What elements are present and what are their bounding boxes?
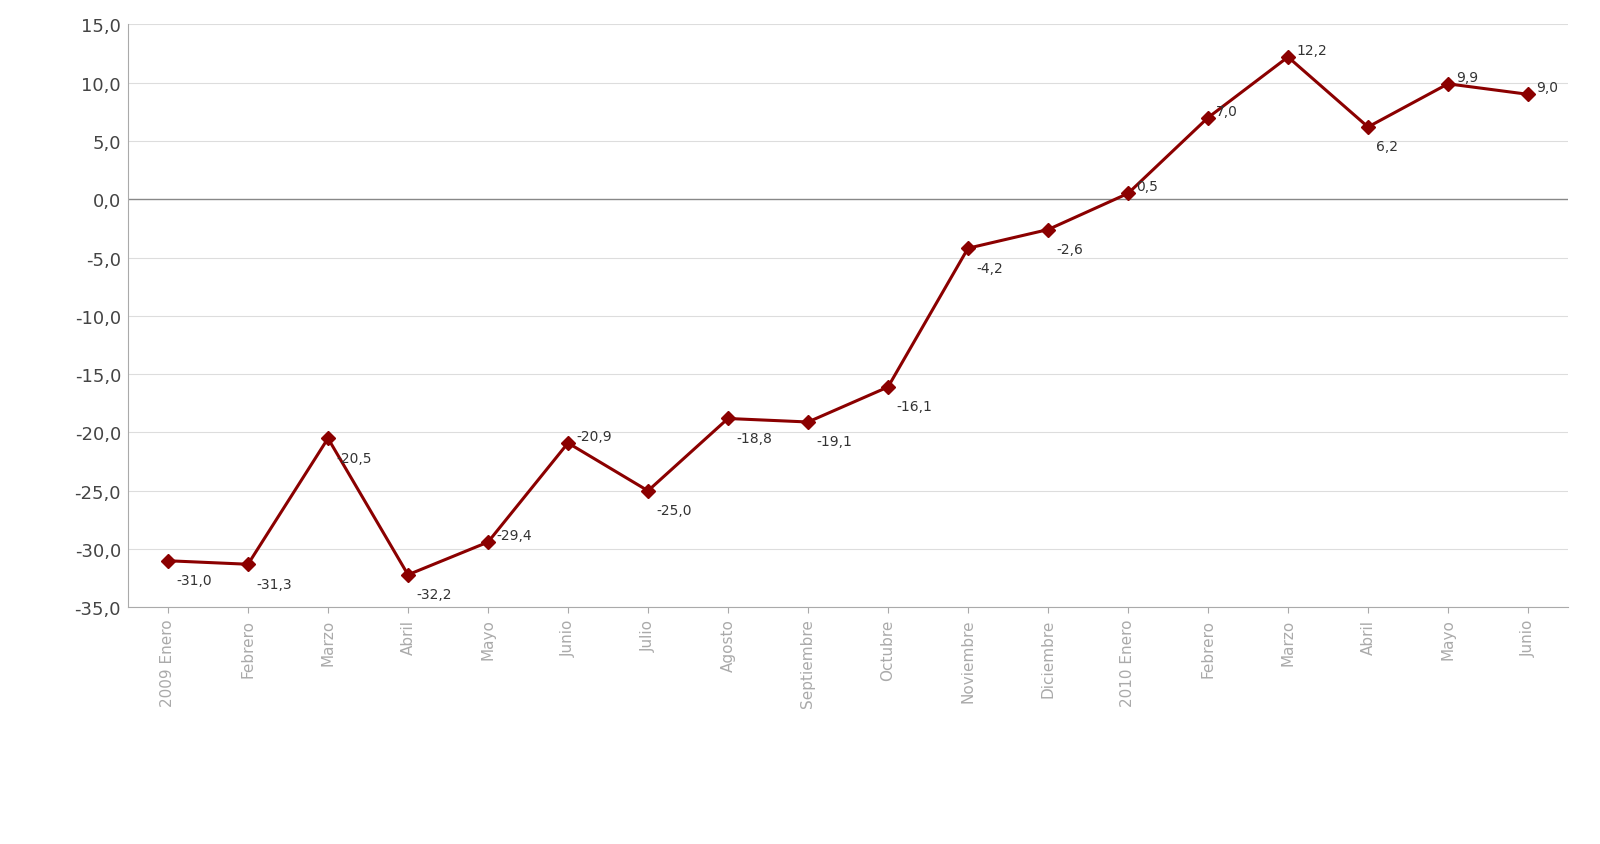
Text: -25,0: -25,0 <box>656 504 691 517</box>
Text: -19,1: -19,1 <box>816 435 853 449</box>
Text: -20,5: -20,5 <box>336 452 371 465</box>
Text: -2,6: -2,6 <box>1056 243 1083 257</box>
Text: -29,4: -29,4 <box>496 528 531 543</box>
Text: -18,8: -18,8 <box>736 431 773 446</box>
Text: -31,0: -31,0 <box>176 574 211 587</box>
Text: 12,2: 12,2 <box>1296 44 1326 58</box>
Text: -16,1: -16,1 <box>896 400 933 414</box>
Text: -31,3: -31,3 <box>256 577 291 591</box>
Text: -32,2: -32,2 <box>416 587 451 602</box>
Text: -20,9: -20,9 <box>576 430 611 443</box>
Text: 9,9: 9,9 <box>1456 71 1478 84</box>
Text: 6,2: 6,2 <box>1376 140 1398 154</box>
Text: 7,0: 7,0 <box>1216 105 1238 118</box>
Text: 9,0: 9,0 <box>1536 81 1558 95</box>
Text: 0,5: 0,5 <box>1136 181 1158 194</box>
Text: -4,2: -4,2 <box>976 262 1003 275</box>
